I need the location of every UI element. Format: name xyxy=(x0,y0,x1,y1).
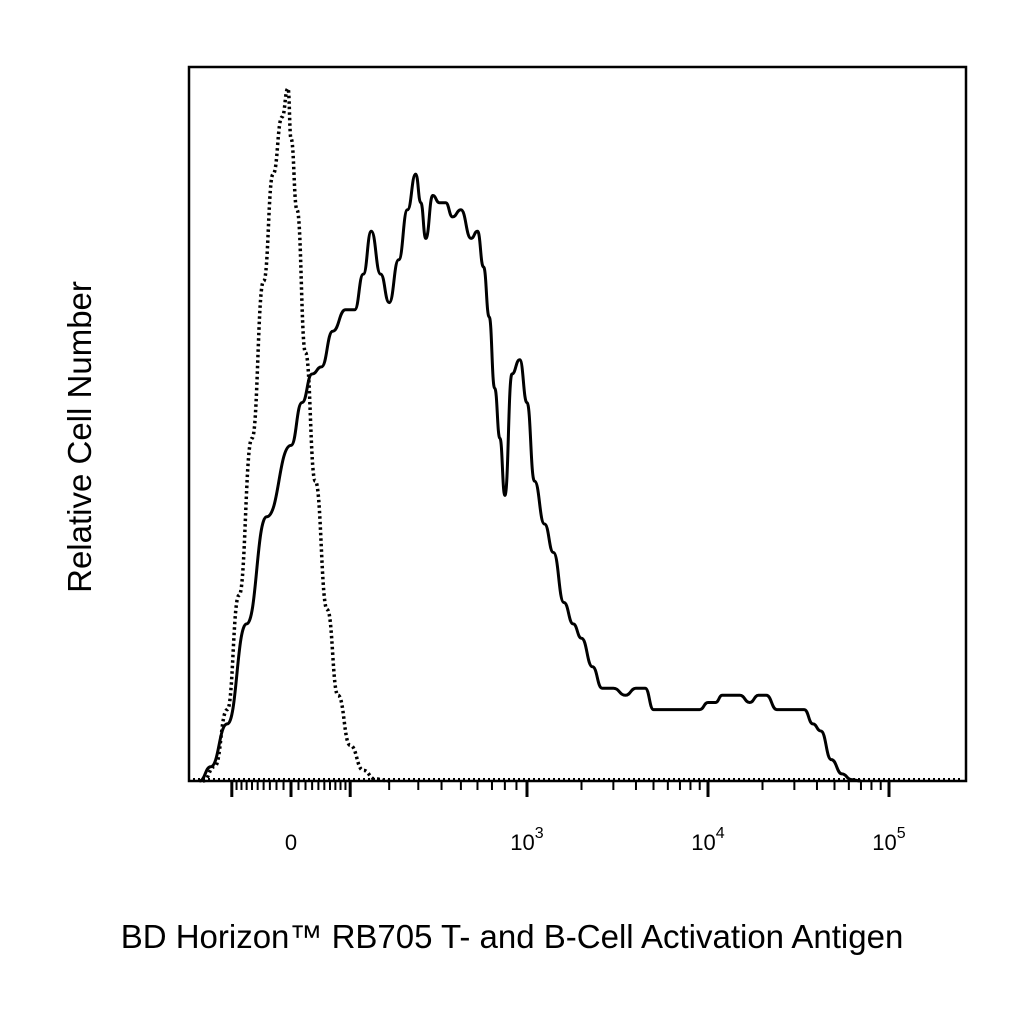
stained-histogram-line xyxy=(199,172,862,783)
x-tick-label: 105 xyxy=(872,825,905,855)
x-axis-ticks xyxy=(230,781,891,797)
x-tick-label: 0 xyxy=(285,830,297,855)
x-tick-label: 104 xyxy=(691,825,724,855)
x-tick-label: 103 xyxy=(510,825,543,855)
series-layer xyxy=(193,86,962,783)
y-axis-label: Relative Cell Number xyxy=(61,281,98,593)
plot-frame xyxy=(187,65,968,783)
x-axis-tick-labels: 0 103 104 105 xyxy=(285,825,906,855)
control-histogram-line xyxy=(202,86,390,783)
x-axis-label: BD Horizon™ RB705 T- and B-Cell Activati… xyxy=(120,918,904,955)
